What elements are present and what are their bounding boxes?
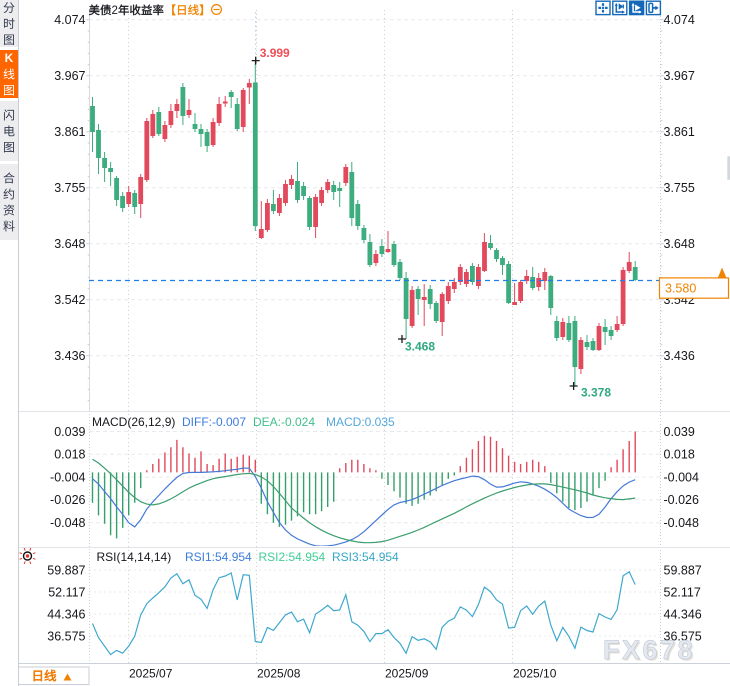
svg-text:-0.026: -0.026	[50, 493, 85, 507]
svg-text:0.018: 0.018	[664, 448, 695, 462]
svg-text:MACD:0.035: MACD:0.035	[326, 415, 395, 429]
svg-text:3.542: 3.542	[54, 293, 85, 307]
svg-text:3.861: 3.861	[664, 125, 695, 139]
svg-text:4.074: 4.074	[54, 13, 85, 27]
svg-text:3.580: 3.580	[665, 282, 696, 296]
svg-text:2025/09: 2025/09	[385, 667, 429, 681]
svg-text:4.074: 4.074	[664, 13, 695, 27]
svg-text:2025/07: 2025/07	[129, 667, 173, 681]
svg-text:2025/08: 2025/08	[257, 667, 301, 681]
svg-text:59.887: 59.887	[664, 563, 702, 577]
svg-text:3.648: 3.648	[664, 237, 695, 251]
svg-text:2025/10: 2025/10	[513, 667, 557, 681]
svg-text:RSI1:54.954: RSI1:54.954	[185, 550, 252, 564]
svg-text:RSI(14,14,14): RSI(14,14,14)	[97, 550, 172, 564]
svg-text:MACD(26,12,9): MACD(26,12,9)	[92, 415, 175, 429]
svg-text:-0.026: -0.026	[664, 493, 699, 507]
svg-text:3.967: 3.967	[664, 69, 695, 83]
svg-text:36.575: 36.575	[47, 629, 85, 643]
svg-text:0.039: 0.039	[54, 425, 85, 439]
svg-text:59.887: 59.887	[47, 563, 85, 577]
svg-text:3.999: 3.999	[260, 46, 290, 60]
svg-text:3.967: 3.967	[54, 69, 85, 83]
svg-text:0.039: 0.039	[664, 425, 695, 439]
svg-text:52.117: 52.117	[48, 585, 85, 599]
svg-text:DEA:-0.024: DEA:-0.024	[253, 415, 315, 429]
svg-text:-0.048: -0.048	[50, 516, 85, 530]
svg-text:0.018: 0.018	[54, 448, 85, 462]
svg-text:3.468: 3.468	[405, 340, 435, 354]
svg-text:44.346: 44.346	[47, 607, 85, 621]
svg-text:36.575: 36.575	[664, 629, 702, 643]
svg-text:3.436: 3.436	[54, 349, 85, 363]
svg-text:DIFF:-0.007: DIFF:-0.007	[182, 415, 246, 429]
svg-text:-0.004: -0.004	[50, 470, 85, 484]
svg-text:44.346: 44.346	[664, 607, 702, 621]
svg-text:K: K	[5, 51, 14, 65]
svg-text:3.648: 3.648	[54, 237, 85, 251]
svg-text:FX678: FX678	[603, 635, 695, 665]
svg-text:3.378: 3.378	[581, 386, 611, 400]
svg-text:-0.048: -0.048	[664, 516, 699, 530]
svg-text:FX678: FX678	[605, 637, 697, 667]
svg-text:3.861: 3.861	[54, 125, 85, 139]
svg-text:-0.004: -0.004	[664, 470, 699, 484]
svg-text:RSI3:54.954: RSI3:54.954	[332, 550, 399, 564]
svg-text:3.755: 3.755	[54, 181, 85, 195]
svg-text:3.436: 3.436	[664, 349, 695, 363]
svg-text:RSI2:54.954: RSI2:54.954	[259, 550, 326, 564]
svg-text:2: 2	[112, 5, 118, 17]
svg-text:3.755: 3.755	[664, 181, 695, 195]
svg-text:52.117: 52.117	[664, 585, 701, 599]
